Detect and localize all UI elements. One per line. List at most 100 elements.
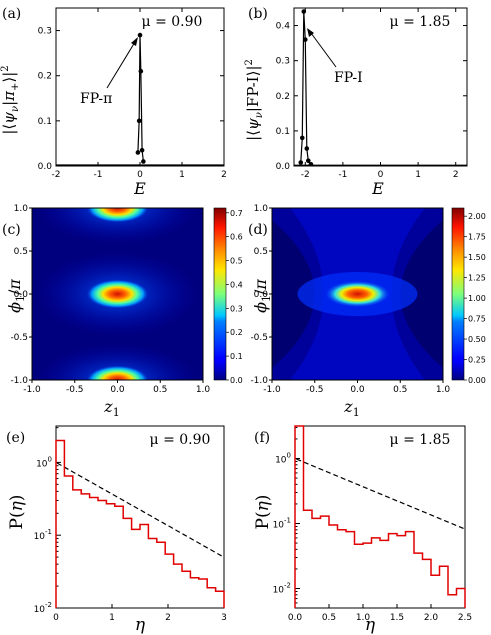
panel-d-heatmap	[272, 208, 443, 380]
panel-b: (b) |⟨ψν|FP-I⟩|2 -2 -1 0 1 20.00.10.20.30.4 …	[244, 6, 468, 198]
colorbar-tick-label: 0.75	[468, 315, 486, 324]
y-tick-label: 0.0	[276, 162, 291, 172]
panel-a-label: (a)	[2, 6, 21, 22]
panel-e-mu: μ = 0.90	[150, 432, 211, 448]
panel-b-xlabel: E	[371, 179, 384, 198]
x-tick-label: -0.5	[66, 385, 84, 395]
panel-b-data	[294, 9, 467, 167]
panel-e: (e) P(η) 0 1 2 3 10-2 10-1 100 μ = 0.90 η	[6, 425, 227, 635]
peak-c-top	[85, 208, 150, 223]
panel-b-frame	[293, 7, 468, 167]
colorbar-tick-label: 1.75	[468, 233, 486, 242]
y-tick-label: -0.5	[250, 333, 268, 343]
y-tick-label: -1.0	[10, 376, 28, 386]
colorbar-tick-label: 0.25	[468, 356, 486, 365]
panel-c-colorbar-ticks: 0.7 0.6 0.5 0.4 0.3 0.2 0.1 0.0	[226, 209, 243, 385]
data-point	[299, 135, 305, 141]
colorbar-tick-label: 0.50	[468, 335, 486, 344]
x-tick-label: -2	[301, 170, 310, 180]
panel-a-ylabel: |⟨ψν|π+⟩|2	[0, 65, 21, 134]
panel-b-ticks: -2 -1 0 1 2 0.0 0.1 0.2 0.3 0.4	[276, 8, 467, 180]
panel-e-label: (e)	[6, 430, 25, 446]
panel-a-arrow-label: FP-π	[80, 91, 112, 107]
poisson-curve	[296, 458, 466, 530]
colorbar-tick-label: 0.0	[230, 376, 243, 385]
svg-text:z1: z1	[343, 397, 359, 419]
y-tick-label: 1.0	[14, 204, 29, 214]
y-tick-label: 10-1	[34, 528, 52, 542]
x-tick-label: 2	[221, 170, 227, 180]
svg-text:ϕ1/π: ϕ1/π	[251, 279, 273, 313]
y-tick-label: 10-2	[34, 601, 52, 615]
colorbar-tick-label: 2.00	[468, 212, 486, 221]
y-tick-label: 0.5	[254, 247, 268, 257]
colorbar-tick-label: 0.4	[230, 280, 243, 289]
x-tick-label: 1.0	[436, 385, 451, 395]
x-tick-label: 1	[415, 170, 421, 180]
y-tick-label: -1.0	[250, 376, 268, 386]
panel-d-colorbar-ticks: 2.00 1.75 1.50 1.25 1.00 0.75 0.50 0.25 0.00	[464, 212, 486, 385]
colorbar-tick-label: 0.1	[230, 352, 243, 361]
panel-c-label: (c)	[2, 222, 21, 238]
panel-a-arrow	[106, 41, 136, 89]
x-tick-label: -1.0	[23, 385, 41, 395]
panel-e-ticks: 0 1 2 3 10-2 10-1 100	[34, 427, 227, 623]
panel-c-ylabel: ϕ1/π	[5, 279, 27, 313]
x-tick-label: 0	[378, 170, 384, 180]
svg-text:ϕ1/π: ϕ1/π	[5, 279, 27, 313]
y-tick-label: 1.0	[254, 204, 269, 214]
x-tick-label: 1	[179, 170, 185, 180]
x-tick-label: 0.0	[350, 385, 365, 395]
x-tick-label: 0.5	[322, 613, 336, 623]
svg-text:|⟨ψν|π+⟩|2: |⟨ψν|π+⟩|2	[0, 65, 21, 134]
x-tick-label: 1.5	[390, 613, 404, 623]
x-tick-label: -2	[52, 170, 61, 180]
x-tick-label: 0.0	[110, 385, 125, 395]
data-point	[139, 147, 145, 153]
y-tick-label: 0.5	[14, 247, 28, 257]
panel-c: (c) ϕ1/π -1.0 -0.5 0.0 0.5 1.01.00.50.0-0.5-…	[2, 204, 243, 419]
panel-b-arrow-label: FP-I	[334, 70, 363, 86]
colorbar-tick-label: 0.5	[230, 257, 243, 266]
y-tick-label: 0.3	[38, 27, 52, 37]
y-tick-label: 100	[36, 455, 52, 469]
panel-c-xlabel: z1	[103, 397, 119, 419]
panel-f-ticks: 0.0 0.5 1.0 1.5 2.0 2.5 10-2 10-1 100	[273, 426, 472, 623]
x-tick-label: 0.5	[393, 385, 407, 395]
svg-text:z1: z1	[103, 397, 119, 419]
y-tick-label: 0.1	[38, 117, 52, 127]
peak-d-center	[325, 281, 390, 307]
x-tick-label: 0.5	[153, 385, 167, 395]
series-line	[137, 35, 144, 162]
y-tick-label: 0.0	[14, 290, 29, 300]
y-tick-label: 10-2	[273, 582, 291, 596]
data-point	[135, 150, 141, 155]
svg-text:P(η): P(η)	[253, 495, 273, 530]
histogram-step	[55, 439, 225, 608]
colorbar-tick-label: 1.50	[468, 253, 486, 262]
panel-a-arrowhead	[131, 37, 138, 46]
data-point	[302, 37, 308, 42]
y-tick-label: 0.2	[276, 92, 290, 102]
y-tick-label: 10-1	[273, 517, 291, 531]
x-tick-label: 1.0	[356, 613, 371, 623]
panel-d: (d) ϕ1/π -1.0 -0.5 0.0 0.5 1.01.00.50.0-0.5-…	[248, 204, 486, 419]
peak-c-bottom	[85, 365, 150, 380]
panel-e-data	[55, 439, 225, 608]
panel-c-heatmap	[32, 208, 203, 380]
panel-f-label: (f)	[254, 430, 270, 446]
y-tick-label: -0.5	[10, 333, 28, 343]
colorbar-tick-label: 1.00	[468, 294, 486, 303]
panel-a-data	[56, 32, 224, 166]
x-tick-label: 3	[221, 613, 227, 623]
poisson-curve	[56, 462, 225, 558]
panel-f-ylabel: P(η)	[253, 495, 273, 530]
panel-d-colorbar	[451, 207, 465, 381]
panel-e-xlabel: η	[135, 615, 146, 635]
data-point	[304, 146, 310, 151]
x-tick-label: 2	[453, 170, 459, 180]
data-point	[305, 158, 311, 164]
panel-a: (a) |⟨ψν|π+⟩|2 -2 -1 0 1 2 0.0 0.1 0.2 0.3 μ = 0…	[0, 6, 227, 198]
panel-b-arrowhead	[307, 28, 314, 37]
data-point	[301, 9, 307, 14]
